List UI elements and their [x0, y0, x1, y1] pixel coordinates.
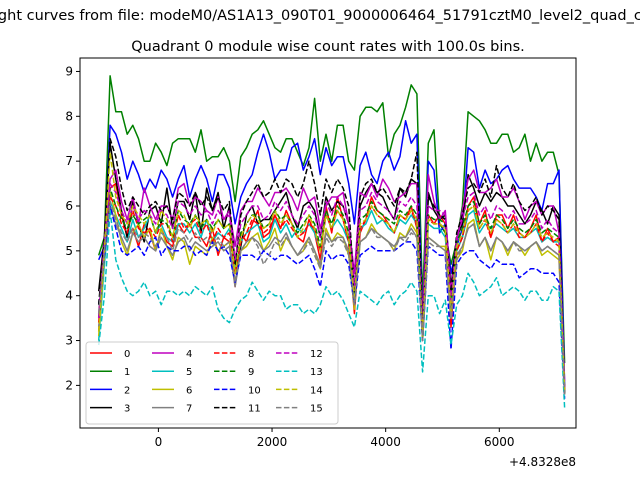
x-tick-label: 6000	[484, 435, 515, 449]
x-offset-label: +4.8328e8	[509, 455, 576, 469]
legend-label-1: 1	[124, 367, 130, 378]
figure-suptitle: Plot of light curves from file: modeM0/A…	[0, 8, 640, 24]
legend-label-6: 6	[186, 385, 192, 396]
y-tick-label: 8	[65, 109, 73, 123]
legend-label-3: 3	[124, 404, 130, 415]
series-line-13	[97, 209, 566, 408]
plot-frame	[79, 57, 577, 429]
legend-label-9: 9	[248, 367, 254, 378]
series-line-11	[97, 137, 566, 395]
y-tick-label: 3	[65, 334, 73, 348]
series-line-9	[97, 187, 566, 390]
y-tick-label: 4	[65, 289, 73, 303]
series-line-12	[97, 182, 566, 390]
x-tick-label: 0	[155, 435, 163, 449]
x-tick-label: 2000	[257, 435, 288, 449]
legend-box	[85, 341, 339, 425]
plot-series	[97, 75, 566, 408]
y-tick-label: 9	[65, 64, 73, 78]
x-axis: 0 2000 4000 6000	[155, 428, 515, 449]
legend-label-4: 4	[186, 349, 192, 360]
series-line-10	[97, 205, 566, 399]
legend-label-2: 2	[124, 385, 130, 396]
legend-label-10: 10	[248, 385, 261, 396]
legend-label-13: 13	[310, 367, 323, 378]
legend-label-7: 7	[186, 404, 192, 415]
y-tick-label: 7	[65, 154, 73, 168]
legend-label-15: 15	[310, 404, 323, 415]
y-tick-label: 6	[65, 199, 73, 213]
series-line-2	[98, 120, 566, 386]
legend-label-5: 5	[186, 367, 192, 378]
x-tick-label: 4000	[370, 435, 401, 449]
series-line-15	[97, 200, 566, 395]
series-line-1	[97, 75, 566, 364]
legend-label-12: 12	[310, 349, 323, 360]
chart-title: Quadrant 0 module wise count rates with …	[131, 39, 525, 55]
y-axis: 2 3 4 5 6 7 8 9	[65, 64, 80, 392]
legend-label-8: 8	[248, 349, 254, 360]
y-tick-label: 5	[65, 244, 73, 258]
y-tick-label: 2	[65, 378, 73, 392]
legend-label-11: 11	[248, 404, 261, 415]
legend-label-14: 14	[310, 385, 323, 396]
legend-label-0: 0	[124, 349, 130, 360]
series-line-8	[97, 196, 566, 390]
